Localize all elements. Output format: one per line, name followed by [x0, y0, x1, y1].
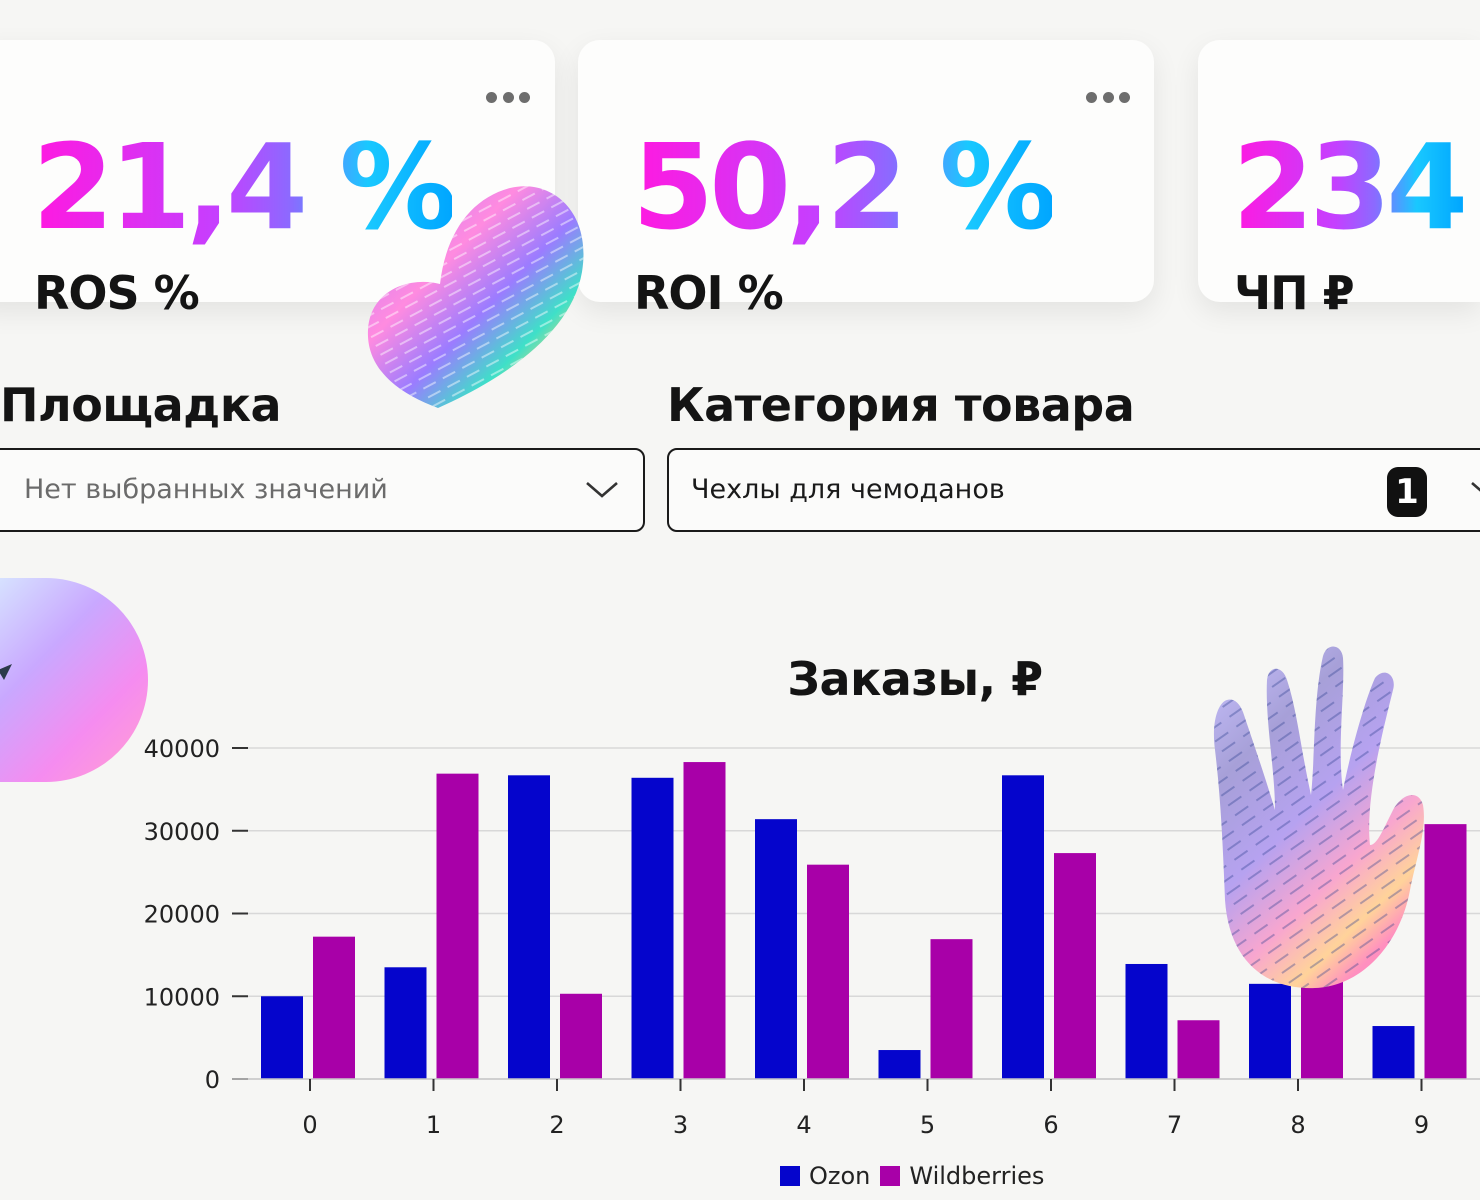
kpi-value: 21,4 %	[32, 118, 457, 256]
bar-wildberries-9	[1424, 824, 1467, 1079]
category-filter-title: Категория товара	[667, 378, 1135, 432]
x-tick-label: 2	[549, 1111, 564, 1139]
x-tick-label: 4	[796, 1111, 811, 1139]
bar-ozon-9	[1372, 1026, 1415, 1079]
chevron-down-icon[interactable]	[584, 476, 620, 500]
legend-swatch-ozon	[780, 1166, 800, 1186]
platform-select-placeholder: Нет выбранных значений	[24, 474, 388, 505]
x-tick-label: 0	[302, 1111, 317, 1139]
bar-ozon-0	[261, 996, 303, 1079]
bar-ozon-8	[1249, 983, 1291, 1079]
kpi-label: ЧП ₽	[1234, 266, 1355, 320]
bar-ozon-6	[1002, 775, 1044, 1079]
x-tick-label: 8	[1290, 1111, 1305, 1139]
legend-label: Ozon	[809, 1162, 871, 1190]
platform-filter-title: Площадка	[0, 378, 282, 432]
kpi-value: 50,2 %	[632, 118, 1057, 256]
chart-legend: Ozon Wildberries	[780, 1162, 1044, 1190]
category-select[interactable]: Чехлы для чемоданов 1	[667, 448, 1480, 532]
kpi-card-roi: 50,2 % ROI %	[578, 40, 1154, 320]
more-options-icon[interactable]	[486, 92, 530, 104]
holographic-heart-sticker	[367, 186, 584, 408]
bar-ozon-2	[508, 775, 550, 1079]
x-tick-label: 6	[1043, 1111, 1058, 1139]
bar-ozon-4	[755, 819, 797, 1079]
selected-count-badge: 1	[1387, 467, 1427, 517]
holographic-pill-sticker	[0, 578, 148, 782]
orders-bar-chart: 0 10000 20000 30000 40000 0 1 2 3 4 5 6 7 8 9	[144, 735, 1480, 1139]
chart-title: Заказы, ₽	[787, 652, 1043, 706]
legend-item-ozon[interactable]: Ozon	[780, 1162, 870, 1190]
bar-ozon-3	[631, 777, 674, 1079]
kpi-card-net-profit: 234 ЧП ₽	[1198, 40, 1480, 320]
legend-item-wildberries[interactable]: Wildberries	[880, 1162, 1044, 1190]
kpi-label: ROI %	[634, 266, 784, 320]
bar-wildberries-2	[560, 993, 602, 1079]
bar-wildberries-0	[313, 936, 355, 1079]
y-tick-label: 40000	[144, 735, 220, 763]
bar-wildberries-3	[683, 762, 726, 1079]
bar-wildberries-8	[1301, 974, 1343, 1079]
x-tick-label: 3	[673, 1111, 688, 1139]
kpi-card-ros: 21,4 % ROS %	[0, 40, 555, 320]
x-tick-label: 7	[1167, 1111, 1182, 1139]
x-tick-label: 9	[1414, 1111, 1429, 1139]
bar-wildberries-1	[436, 773, 479, 1079]
legend-label: Wildberries	[909, 1162, 1045, 1190]
x-tick-label: 1	[426, 1111, 441, 1139]
bar-wildberries-5	[930, 939, 973, 1079]
bar-ozon-1	[384, 967, 427, 1079]
chevron-down-icon[interactable]	[1469, 476, 1480, 500]
holographic-hand-sticker	[1213, 646, 1424, 989]
bar-wildberries-7	[1177, 1020, 1220, 1079]
y-tick-label: 20000	[144, 901, 220, 929]
kpi-value: 234	[1232, 118, 1468, 256]
platform-select[interactable]: Нет выбранных значений	[0, 448, 645, 532]
y-tick-label: 0	[205, 1066, 220, 1094]
y-tick-label: 10000	[144, 983, 220, 1011]
bar-wildberries-4	[807, 864, 849, 1079]
x-tick-label: 5	[920, 1111, 935, 1139]
category-select-value: Чехлы для чемоданов	[691, 474, 1005, 505]
kpi-label: ROS %	[34, 266, 200, 320]
bar-ozon-5	[878, 1050, 921, 1079]
bar-wildberries-6	[1054, 853, 1096, 1079]
bar-ozon-7	[1125, 963, 1168, 1079]
more-options-icon[interactable]	[1086, 92, 1130, 104]
legend-swatch-wildberries	[880, 1166, 901, 1186]
y-tick-label: 30000	[144, 818, 220, 846]
